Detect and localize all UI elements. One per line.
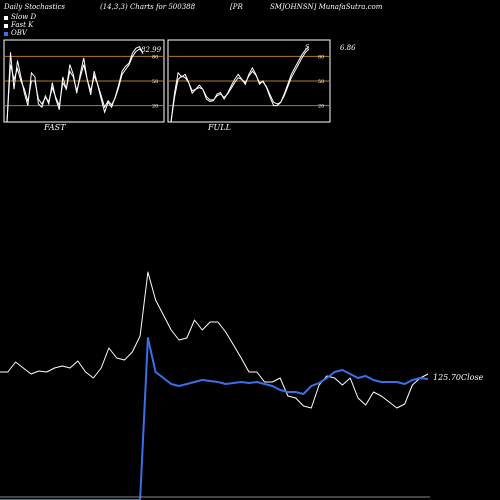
legend-item-slow-d: Slow D — [4, 14, 36, 21]
legend-item-fast-k: Fast K — [4, 22, 33, 29]
obv-line — [0, 337, 429, 500]
close-price-line — [0, 271, 429, 409]
fast-panel-tick-label: 80 — [152, 54, 158, 60]
legend-label: OBV — [11, 29, 27, 37]
full-side-value: 6.86 — [340, 44, 356, 52]
fast-panel-tick-label: 20 — [152, 104, 158, 110]
chart-title-right: SMJOHNSN] MunafaSutra.com — [270, 3, 383, 11]
full-panel-label: FULL — [208, 123, 231, 132]
legend-swatch — [4, 31, 8, 36]
full-panel-tick-label: 50 — [318, 79, 324, 85]
full-panel-series-line — [170, 48, 310, 123]
legend-label: Fast K — [11, 21, 34, 29]
fast-panel-tick-label: 50 — [152, 79, 158, 85]
full-panel-series-line — [170, 46, 310, 123]
legend-item-obv: OBV — [4, 30, 27, 37]
chart-title-pr: [PR — [230, 3, 243, 11]
chart-title-left: Daily Stochastics — [4, 3, 66, 11]
full-value-label: S — [305, 44, 310, 51]
legend-label: Slow D — [11, 13, 37, 21]
fast-panel-label: FAST — [44, 123, 66, 132]
legend-swatch — [4, 15, 8, 20]
legend-swatch — [4, 23, 8, 28]
close-label: 125.70Close — [433, 373, 484, 382]
chart-title-mid: (14,3,3) Charts for 500388 — [100, 3, 196, 11]
full-panel-tick-label: 80 — [318, 54, 324, 60]
full-panel-tick-label: 20 — [318, 104, 324, 110]
fast-value-label: 82.99 — [141, 46, 162, 54]
fast-panel-series-line — [6, 48, 144, 123]
